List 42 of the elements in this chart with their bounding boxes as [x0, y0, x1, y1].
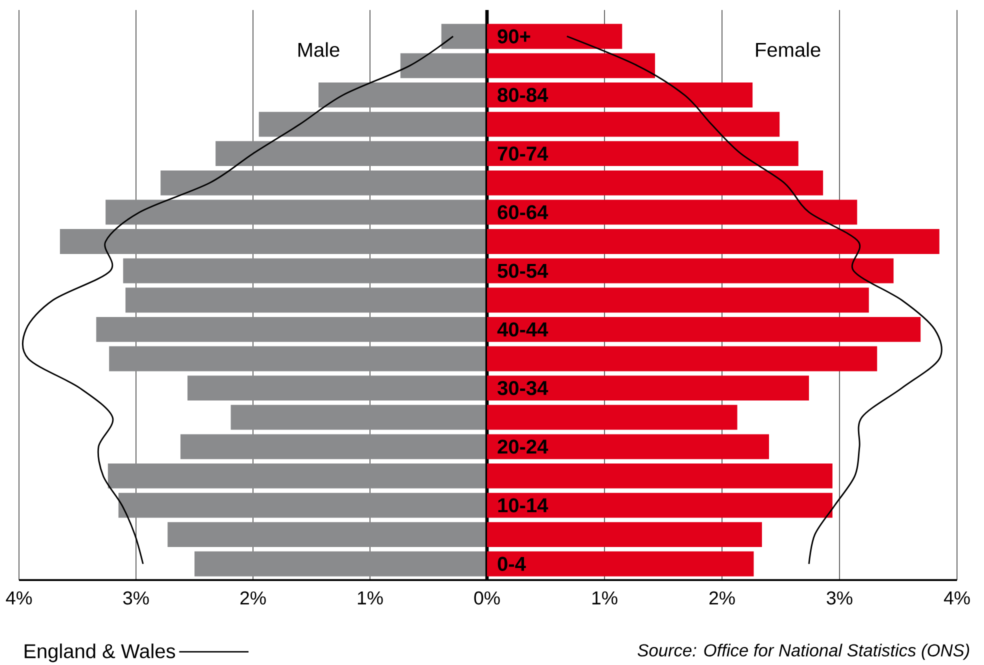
bar: [487, 434, 770, 459]
bar: [487, 551, 754, 576]
bar: [487, 287, 869, 312]
bar: [487, 53, 656, 78]
y-tick-label: 50-54: [498, 264, 548, 278]
bar: [487, 316, 921, 342]
y-tick-label: 10-14: [498, 498, 548, 512]
y-tick-label: 30-34: [498, 380, 548, 395]
y-tick-label: 90+: [498, 29, 530, 44]
bar: [487, 170, 824, 196]
bar: [487, 112, 780, 137]
legend-label: England & Wales: [24, 643, 176, 662]
x-tick-label: 0%: [474, 591, 500, 604]
y-tick-label: 70-74: [498, 146, 548, 160]
x-tick-label: 2%: [240, 591, 266, 604]
bar: [487, 463, 832, 488]
series-label: Male: [298, 42, 340, 57]
x-tick-label: 3%: [123, 591, 149, 604]
bar: [487, 522, 762, 547]
x-tick-label: 1%: [592, 591, 618, 604]
bar: [487, 404, 738, 430]
x-tick-label: 4%: [6, 591, 32, 604]
y-tick-label: 60-64: [498, 204, 548, 220]
bar: [487, 82, 753, 108]
bar: [487, 258, 894, 284]
bar: [487, 24, 622, 49]
x-tick-label: 4%: [944, 591, 970, 604]
x-tick-label: 1%: [358, 591, 383, 604]
y-tick-label: 40-44: [497, 322, 548, 336]
bar: [487, 346, 878, 371]
bar: [487, 492, 832, 518]
y-tick-label: 20-24: [498, 439, 548, 454]
bar: [487, 375, 809, 400]
bar: [487, 200, 858, 224]
series-label: Female: [756, 42, 820, 57]
y-tick-label: 80-84: [498, 88, 548, 102]
bar: [487, 228, 940, 254]
bar: [487, 140, 798, 166]
y-tick-label: 0-4: [498, 556, 526, 571]
source-note: Source: Office for National Statistics (ONS): [638, 644, 970, 660]
x-tick-label: 3%: [826, 591, 852, 604]
x-tick-label: 2%: [709, 591, 735, 604]
